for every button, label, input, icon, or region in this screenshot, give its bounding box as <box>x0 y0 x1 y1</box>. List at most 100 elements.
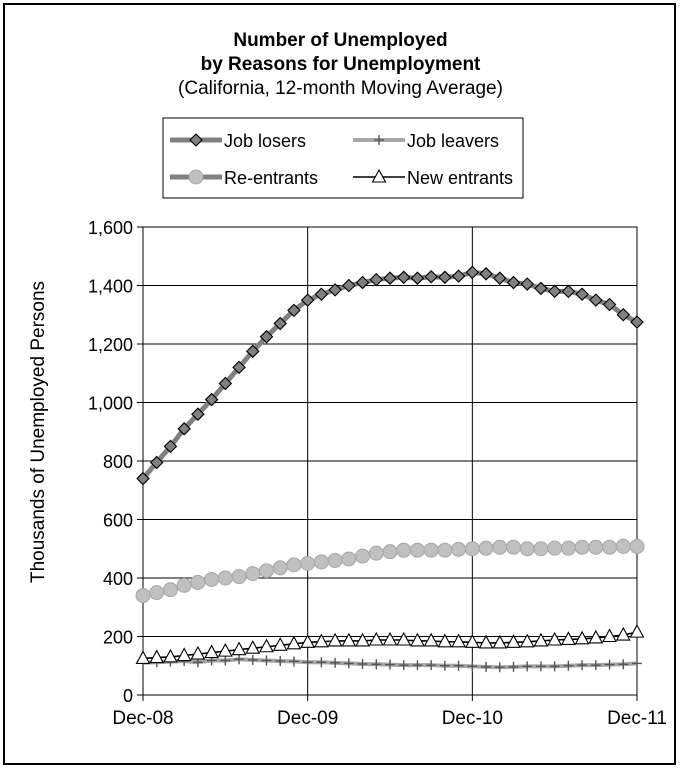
y-tick-label: 1,000 <box>88 394 133 414</box>
data-point <box>149 455 164 470</box>
chart-title-line2: by Reasons for Unemployment <box>200 54 481 75</box>
legend-label: Re-entrants <box>224 168 318 188</box>
data-point <box>382 544 398 560</box>
data-point <box>549 661 560 672</box>
data-point <box>437 542 453 558</box>
data-point <box>494 662 505 673</box>
series-new-entrants <box>135 623 645 664</box>
data-point <box>629 623 645 638</box>
data-point <box>451 269 466 283</box>
data-point <box>341 551 357 567</box>
x-tick-label: Dec-10 <box>442 708 503 729</box>
data-point <box>385 659 395 670</box>
data-point <box>508 661 519 672</box>
data-point <box>272 637 288 651</box>
data-point <box>506 539 521 555</box>
data-point <box>259 638 274 653</box>
data-point <box>261 655 272 666</box>
data-point <box>220 655 231 666</box>
data-point <box>423 542 439 558</box>
series-job-leavers <box>138 654 642 673</box>
data-point <box>341 632 357 647</box>
data-point <box>176 577 192 593</box>
data-point <box>300 293 315 307</box>
data-point <box>479 267 493 281</box>
data-point <box>547 540 563 556</box>
data-point <box>204 644 220 659</box>
data-point <box>357 658 368 669</box>
data-point <box>275 656 286 667</box>
data-point <box>467 661 478 672</box>
data-point <box>575 287 589 302</box>
data-point <box>382 631 398 646</box>
data-point <box>316 657 327 668</box>
legend-item: Re-entrants <box>170 168 318 188</box>
data-point <box>577 660 588 671</box>
data-point <box>300 555 316 571</box>
legend-marker <box>188 169 204 185</box>
y-tick-label: 800 <box>103 452 133 472</box>
y-axis-label: Thousands of Unemployed Persons <box>28 281 49 583</box>
data-point <box>506 275 521 290</box>
data-point <box>439 660 450 671</box>
data-point <box>519 633 535 648</box>
data-point <box>369 272 384 287</box>
data-point <box>231 569 247 585</box>
data-point <box>149 649 165 664</box>
plot-area <box>142 226 638 696</box>
series-job-losers <box>136 265 644 486</box>
data-point <box>409 542 425 558</box>
y-tick-label: 400 <box>103 569 133 589</box>
series-re-entrants <box>135 538 645 604</box>
data-point <box>314 287 329 302</box>
data-point <box>217 642 233 657</box>
chart-title: Number of Unemployed <box>233 30 448 51</box>
x-tick-label: Dec-08 <box>112 708 173 729</box>
axes: 0 200 400 600 800 1,000 1,200 1,400 1,600 Dec-08 D… <box>88 218 667 729</box>
data-point <box>330 657 341 668</box>
data-point <box>560 631 576 645</box>
legend-item: Job leavers <box>353 131 499 151</box>
data-point <box>135 650 151 664</box>
data-point <box>492 634 508 649</box>
data-point <box>245 566 261 582</box>
data-point <box>426 660 437 671</box>
data-point <box>629 538 645 554</box>
data-point <box>259 563 274 579</box>
data-point <box>560 540 576 556</box>
data-point <box>632 658 642 669</box>
legend-label: New entrants <box>407 168 513 188</box>
data-point <box>588 629 604 644</box>
y-tick-label: 600 <box>103 511 133 531</box>
series-line <box>141 269 639 481</box>
data-point <box>355 632 370 647</box>
data-point <box>410 632 425 647</box>
data-point <box>302 657 313 668</box>
data-point <box>190 645 206 660</box>
data-point <box>272 560 288 576</box>
legend: Job losers Job leavers Re-entrants New entr… <box>162 117 524 199</box>
data-point <box>616 307 631 322</box>
data-point <box>245 640 261 654</box>
data-point <box>453 660 464 671</box>
data-point <box>561 284 576 299</box>
data-point <box>355 275 370 290</box>
data-point <box>630 315 644 329</box>
data-point <box>234 654 245 665</box>
data-point <box>615 626 631 641</box>
data-point <box>481 661 492 672</box>
data-point <box>300 634 316 648</box>
data-point <box>245 344 260 359</box>
data-point <box>412 660 423 671</box>
data-point <box>589 293 603 307</box>
data-point <box>355 548 371 564</box>
data-point <box>342 278 356 293</box>
data-point <box>410 271 425 285</box>
data-point <box>383 271 397 285</box>
data-point <box>522 661 533 672</box>
data-point <box>492 271 507 285</box>
data-point <box>618 659 629 670</box>
data-point <box>217 570 233 586</box>
data-point <box>604 659 615 670</box>
